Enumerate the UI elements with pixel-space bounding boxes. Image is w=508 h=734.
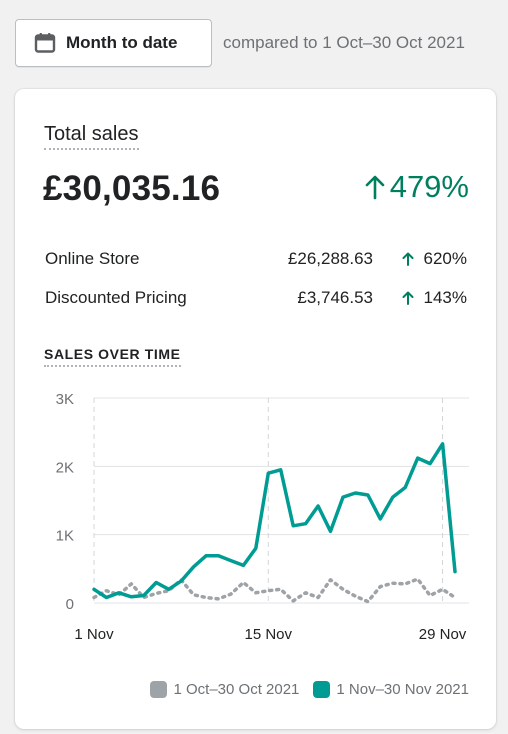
date-range-button[interactable]: Month to date [15, 19, 212, 67]
breakdown-value: £26,288.63 [287, 249, 373, 268]
legend-swatch-current [313, 681, 331, 698]
breakdown-change-value: 620% [423, 249, 467, 268]
breakdown-value: £3,746.53 [297, 288, 373, 307]
total-sales-value: £30,035.16 [43, 169, 221, 208]
breakdown-change: 620% [401, 249, 467, 269]
legend-label-previous: 1 Oct–30 Oct 2021 [173, 681, 300, 698]
x-tick-label: 1 Nov [74, 626, 114, 643]
legend-item-previous[interactable]: 1 Oct–30 Oct 2021 [150, 681, 299, 698]
y-tick-label: 3K [56, 391, 74, 408]
x-tick-label: 15 Nov [245, 626, 293, 643]
compare-text: compared to 1 Oct–30 Oct 2021 [223, 33, 465, 52]
chart-legend: 1 Oct–30 Oct 2021 1 Nov–30 Nov 2021 [136, 681, 469, 698]
calendar-icon [34, 33, 56, 53]
x-tick-label: 29 Nov [419, 626, 467, 643]
breakdown-change-value: 143% [423, 288, 467, 307]
arrow-up-icon [402, 291, 414, 305]
breakdown-name: Online Store [45, 249, 140, 268]
total-sales-change: 479% [364, 169, 469, 205]
y-tick-label: 0 [66, 596, 74, 613]
y-tick-label: 1K [56, 528, 74, 545]
legend-swatch-previous [150, 681, 168, 698]
toolbar: Month to date compared to 1 Oct–30 Oct 2… [15, 19, 465, 67]
total-change-value: 479% [389, 169, 469, 204]
legend-label-current: 1 Nov–30 Nov 2021 [336, 681, 469, 698]
y-tick-label: 2K [56, 459, 74, 476]
card-title[interactable]: Total sales [44, 123, 139, 150]
arrow-up-icon [402, 252, 414, 266]
legend-item-current[interactable]: 1 Nov–30 Nov 2021 [313, 681, 469, 698]
sales-over-time-chart[interactable]: 0 1K 2K 3K 1 Nov 15 Nov 29 Nov [15, 379, 496, 649]
breakdown-row-discounted-pricing: Discounted Pricing £3,746.53 143% [45, 286, 467, 310]
series-line-current [92, 442, 457, 600]
breakdown-change: 143% [401, 288, 467, 308]
arrow-up-icon [365, 175, 385, 200]
series-line-previous [92, 577, 457, 604]
breakdown-name: Discounted Pricing [45, 288, 187, 307]
total-sales-card: Total sales £30,035.16 479% Online Store… [15, 89, 496, 729]
sales-over-time-title[interactable]: SALES OVER TIME [44, 346, 181, 367]
date-range-label: Month to date [66, 33, 178, 52]
breakdown-row-online-store: Online Store £26,288.63 620% [45, 247, 467, 271]
